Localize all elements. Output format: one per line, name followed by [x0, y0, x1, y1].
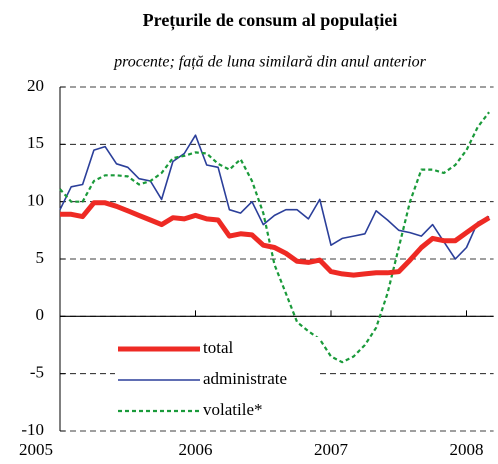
line-series	[59, 134, 490, 260]
chart-subtitle: procente; față de luna similară din anul…	[113, 54, 427, 71]
y-tick-label: 15	[27, 133, 44, 152]
x-tick-label: 2008	[450, 440, 484, 459]
y-tick-label: 20	[27, 76, 44, 95]
line-series	[59, 111, 490, 364]
x-tick-label: 2005	[19, 440, 53, 459]
y-tick-label: 5	[36, 248, 45, 267]
legend-label: volatile*	[203, 400, 262, 419]
line-series	[60, 200, 491, 278]
legend-label: total	[203, 338, 233, 357]
y-tick-label: -5	[30, 363, 44, 382]
y-tick-label: -10	[21, 420, 44, 439]
x-tick-label: 2006	[179, 440, 213, 459]
chart-title: Prețurile de consum al populației	[143, 10, 398, 31]
y-tick-label: 10	[27, 191, 44, 210]
y-tick-label: 0	[36, 305, 45, 324]
x-tick-label: 2007	[314, 440, 349, 459]
legend-label: administrate	[203, 369, 287, 388]
